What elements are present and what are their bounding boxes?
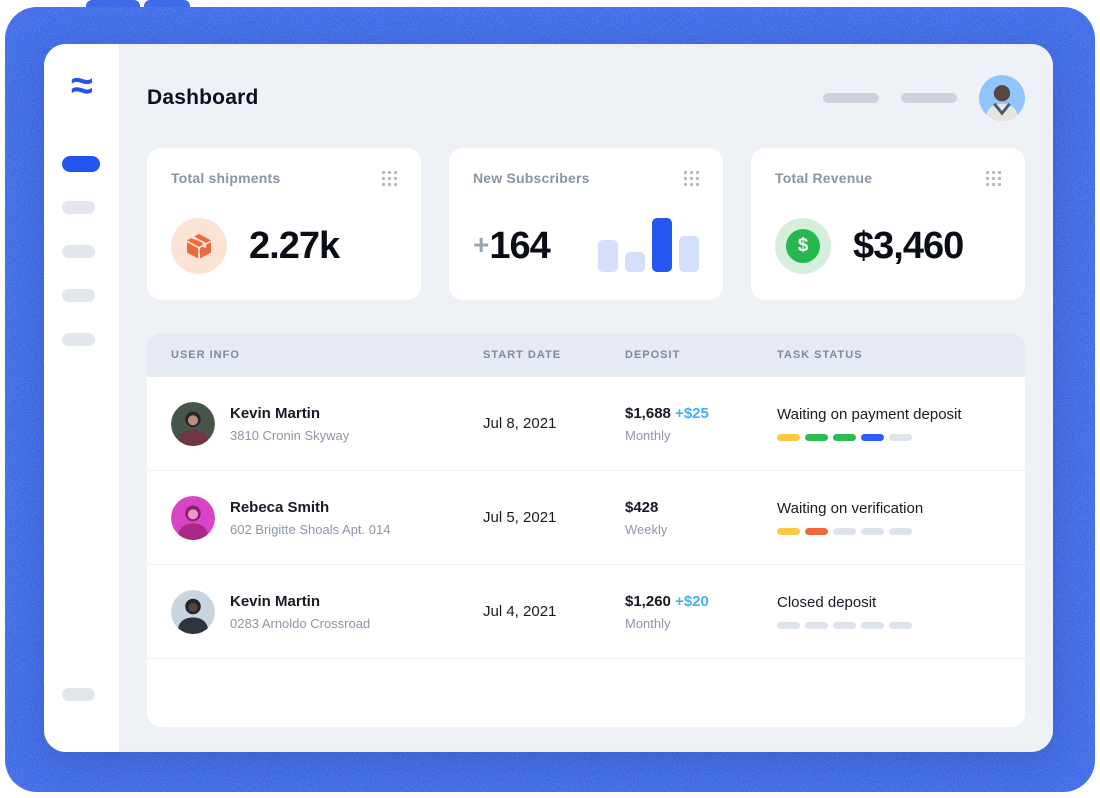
app-window: ≈ Dashboard bbox=[44, 44, 1053, 752]
dollar-icon: $ bbox=[775, 218, 831, 274]
menu-placeholder bbox=[823, 93, 879, 103]
column-header-deposit: DEPOSIT bbox=[625, 349, 681, 361]
drag-handle-icon[interactable] bbox=[986, 170, 1001, 186]
row-avatar bbox=[171, 495, 215, 540]
task-progress-segments bbox=[777, 434, 1025, 441]
sidebar-item[interactable] bbox=[62, 245, 95, 258]
deposit-amount: $1,260 +$20 bbox=[625, 592, 709, 610]
plus-prefix: + bbox=[473, 228, 489, 260]
start-date: Jul 8, 2021 bbox=[483, 415, 557, 432]
card-new-subscribers: New Subscribers +164 bbox=[449, 148, 723, 300]
card-value: 2.27k bbox=[249, 224, 340, 267]
package-icon bbox=[171, 218, 227, 274]
user-name: Kevin Martin bbox=[230, 592, 321, 610]
task-status-label: Waiting on verification bbox=[777, 500, 924, 517]
column-header-start-date: START DATE bbox=[483, 349, 562, 361]
row-avatar bbox=[171, 401, 215, 446]
card-title: Total shipments bbox=[171, 170, 281, 186]
user-address: 0283 Arnoldo Crossroad bbox=[230, 615, 371, 631]
drag-handle-icon[interactable] bbox=[684, 170, 699, 186]
card-value: $3,460 bbox=[853, 224, 964, 267]
deposit-frequency: Weekly bbox=[625, 521, 668, 537]
sidebar-item[interactable] bbox=[62, 201, 95, 214]
stat-cards: Total shipments 2.27k New Subscribers bbox=[147, 148, 1025, 300]
page-title: Dashboard bbox=[147, 86, 259, 109]
user-address: 3810 Cronin Skyway bbox=[230, 427, 350, 443]
task-progress-segments bbox=[777, 528, 1025, 535]
top-bar: Dashboard bbox=[147, 74, 1025, 122]
card-title: New Subscribers bbox=[473, 170, 590, 186]
card-title: Total Revenue bbox=[775, 170, 873, 186]
main-content: Dashboard Total shipments bbox=[119, 44, 1053, 752]
sidebar: ≈ bbox=[44, 44, 119, 752]
table-row[interactable]: Kevin Martin 0283 Arnoldo Crossroad Jul … bbox=[147, 565, 1025, 659]
deposit-amount: $1,688 +$25 bbox=[625, 404, 709, 422]
card-total-shipments: Total shipments 2.27k bbox=[147, 148, 421, 300]
table-row[interactable]: Rebeca Smith 602 Brigitte Shoals Apt. 01… bbox=[147, 471, 1025, 565]
column-header-user-info: USER INFO bbox=[171, 349, 240, 361]
start-date: Jul 5, 2021 bbox=[483, 509, 557, 526]
task-status-label: Closed deposit bbox=[777, 594, 877, 611]
table-header-row: USER INFO START DATE DEPOSIT TASK STATUS bbox=[147, 333, 1025, 377]
task-status-label: Waiting on payment deposit bbox=[777, 406, 962, 423]
card-total-revenue: Total Revenue $ $3,460 bbox=[751, 148, 1025, 300]
sidebar-item[interactable] bbox=[62, 333, 95, 346]
menu-placeholder bbox=[901, 93, 957, 103]
deposit-frequency: Monthly bbox=[625, 615, 671, 631]
deposit-amount: $428 bbox=[625, 498, 659, 516]
user-address: 602 Brigitte Shoals Apt. 014 bbox=[230, 521, 391, 537]
row-avatar bbox=[171, 589, 215, 634]
start-date: Jul 4, 2021 bbox=[483, 603, 557, 620]
users-table: USER INFO START DATE DEPOSIT TASK STATUS… bbox=[147, 333, 1025, 727]
task-progress-segments bbox=[777, 622, 1025, 629]
app-logo-icon[interactable]: ≈ bbox=[71, 64, 93, 108]
subscribers-bar-chart bbox=[598, 218, 699, 274]
table-row[interactable]: Kevin Martin 3810 Cronin Skyway Jul 8, 2… bbox=[147, 377, 1025, 471]
deposit-extra: +$25 bbox=[675, 404, 709, 422]
user-avatar[interactable] bbox=[979, 75, 1025, 121]
user-name: Kevin Martin bbox=[230, 404, 321, 422]
deposit-extra: +$20 bbox=[675, 592, 709, 610]
sidebar-item-bottom[interactable] bbox=[62, 688, 95, 701]
sidebar-item-dashboard[interactable] bbox=[62, 156, 100, 172]
card-value: +164 bbox=[473, 224, 551, 267]
top-bar-right bbox=[823, 75, 1025, 121]
sidebar-item[interactable] bbox=[62, 289, 95, 302]
column-header-task-status: TASK STATUS bbox=[777, 349, 863, 361]
deposit-frequency: Monthly bbox=[625, 427, 671, 443]
drag-handle-icon[interactable] bbox=[382, 170, 397, 186]
user-name: Rebeca Smith bbox=[230, 498, 330, 516]
